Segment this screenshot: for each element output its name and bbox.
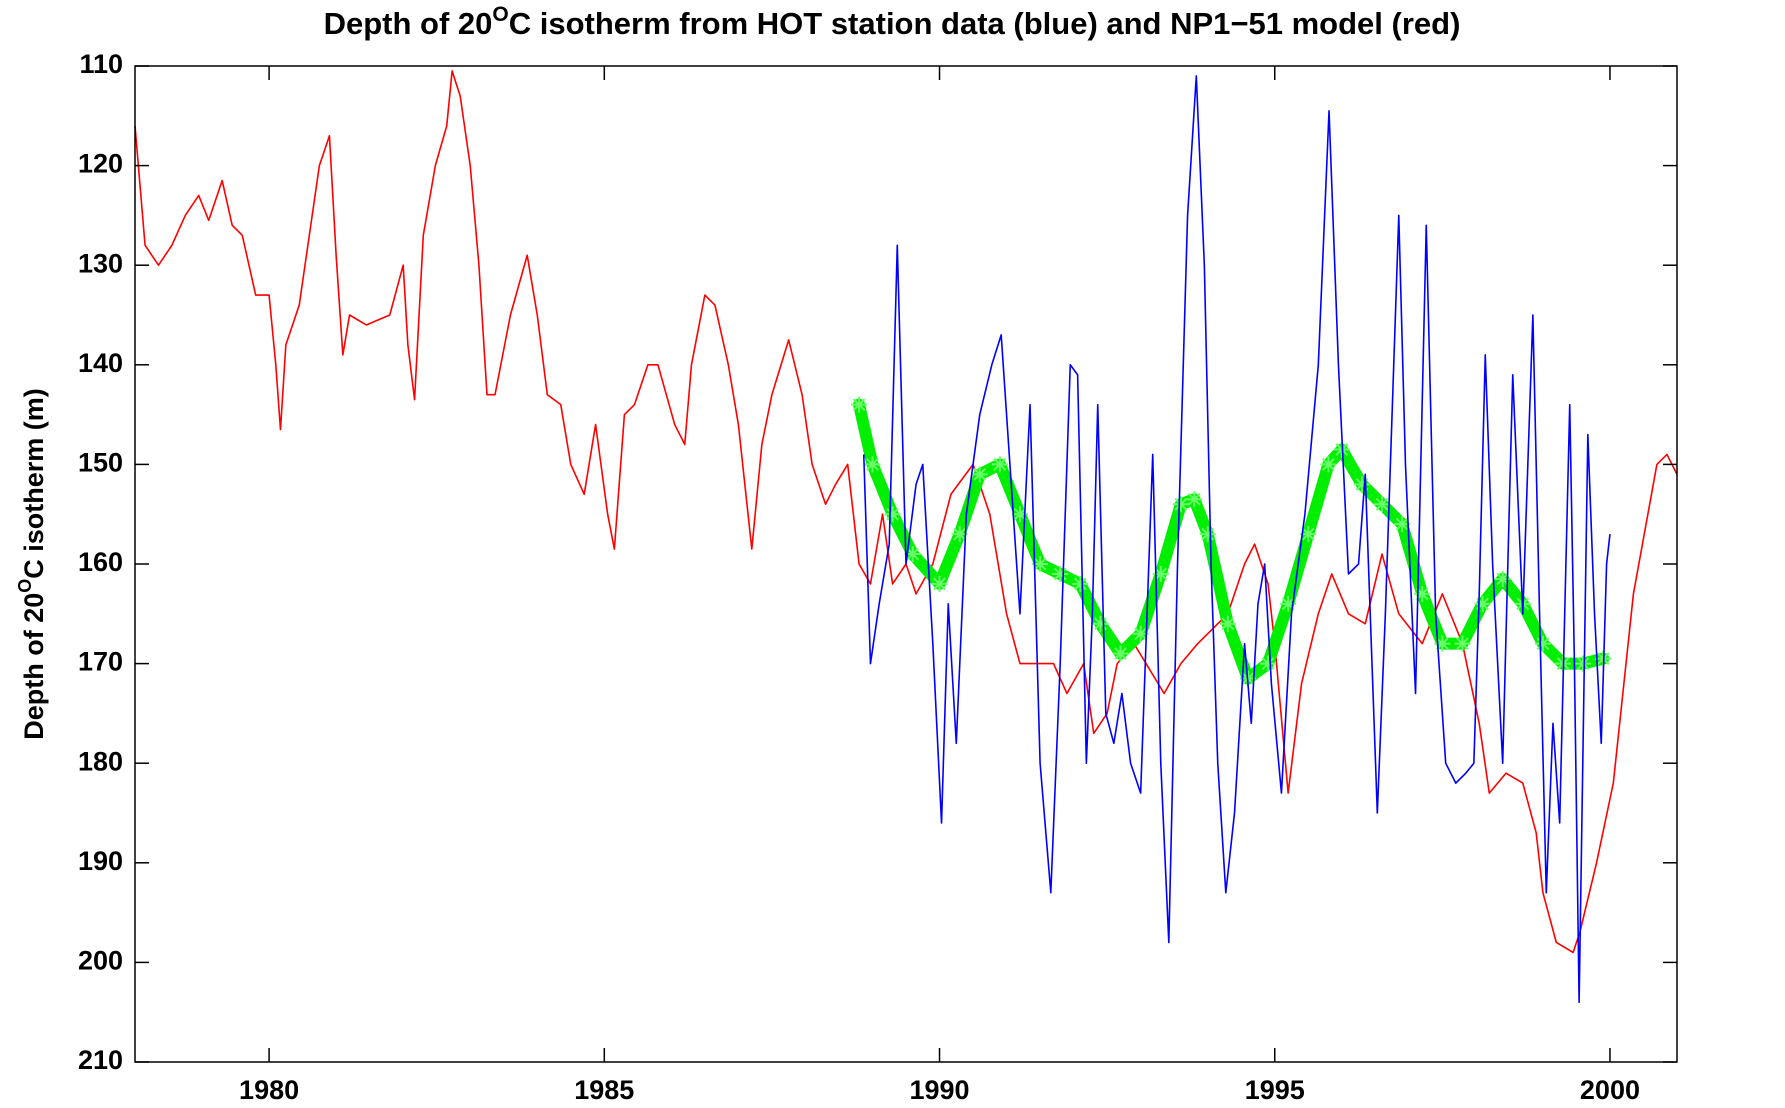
asterisk-marker bbox=[1394, 516, 1411, 533]
asterisk-marker bbox=[1172, 496, 1189, 513]
asterisk-marker bbox=[904, 546, 921, 563]
asterisk-marker bbox=[1575, 655, 1592, 672]
series-line bbox=[134, 70, 1678, 954]
asterisk-marker bbox=[1186, 491, 1203, 508]
asterisk-marker bbox=[1052, 565, 1069, 582]
x-tick-label: 1980 bbox=[239, 1075, 299, 1103]
y-label-superscript: O bbox=[15, 579, 35, 593]
title-part: C isotherm from HOT station data (blue) … bbox=[509, 6, 1461, 41]
y-axis-label: Depth of 20OC isotherm (m) bbox=[15, 388, 49, 740]
x-tick-label: 1990 bbox=[909, 1075, 969, 1103]
asterisk-marker bbox=[864, 456, 881, 473]
y-tick-label: 180 bbox=[78, 746, 123, 776]
asterisk-marker bbox=[1011, 506, 1028, 523]
asterisk-marker bbox=[991, 456, 1008, 473]
asterisk-marker bbox=[1092, 615, 1109, 632]
asterisk-marker bbox=[1280, 595, 1297, 612]
asterisk-marker bbox=[1414, 585, 1431, 602]
asterisk-marker bbox=[1353, 476, 1370, 493]
asterisk-marker bbox=[1434, 635, 1451, 652]
plot-area bbox=[134, 70, 1678, 1004]
asterisk-marker bbox=[1112, 645, 1129, 662]
asterisk-marker bbox=[1474, 595, 1491, 612]
y-tick-label: 210 bbox=[78, 1045, 123, 1075]
asterisk-marker bbox=[884, 506, 901, 523]
y-tick-label: 190 bbox=[78, 846, 123, 876]
y-tick-label: 130 bbox=[78, 248, 123, 278]
y-tick-label: 160 bbox=[78, 547, 123, 577]
asterisk-marker bbox=[1199, 526, 1216, 543]
x-tick-label: 1995 bbox=[1245, 1075, 1305, 1103]
asterisk-marker bbox=[931, 575, 948, 592]
asterisk-marker bbox=[1374, 496, 1391, 513]
title-superscript: O bbox=[492, 3, 508, 26]
y-tick-label: 110 bbox=[79, 49, 123, 79]
y-label-part: Depth of 20 bbox=[19, 593, 49, 740]
asterisk-marker bbox=[1320, 456, 1337, 473]
asterisk-marker bbox=[1260, 655, 1277, 672]
asterisk-marker bbox=[1032, 556, 1049, 572]
x-tick-label: 1985 bbox=[574, 1075, 634, 1103]
series-line bbox=[862, 75, 1611, 1004]
y-tick-label: 150 bbox=[78, 448, 123, 478]
asterisk-marker bbox=[1454, 635, 1471, 652]
asterisk-marker bbox=[1300, 526, 1317, 543]
x-tick-label: 2000 bbox=[1580, 1075, 1640, 1103]
asterisk-marker bbox=[851, 396, 868, 413]
asterisk-marker bbox=[971, 466, 988, 483]
asterisk-marker bbox=[1152, 565, 1169, 582]
y-tick-label: 120 bbox=[78, 149, 123, 179]
y-tick-label: 170 bbox=[78, 647, 123, 677]
y-label-part: C isotherm (m) bbox=[19, 388, 49, 579]
asterisk-marker bbox=[1534, 635, 1551, 652]
asterisk-marker bbox=[1132, 625, 1149, 642]
chart-title: Depth of 20OC isotherm from HOT station … bbox=[324, 3, 1461, 42]
title-part: Depth of 20 bbox=[324, 6, 493, 41]
asterisk-marker bbox=[1072, 575, 1089, 592]
asterisk-marker bbox=[1219, 615, 1236, 632]
asterisk-marker bbox=[951, 526, 968, 543]
asterisk-marker bbox=[1494, 570, 1511, 587]
y-tick-label: 200 bbox=[78, 946, 123, 976]
y-tick-label: 140 bbox=[78, 348, 123, 378]
